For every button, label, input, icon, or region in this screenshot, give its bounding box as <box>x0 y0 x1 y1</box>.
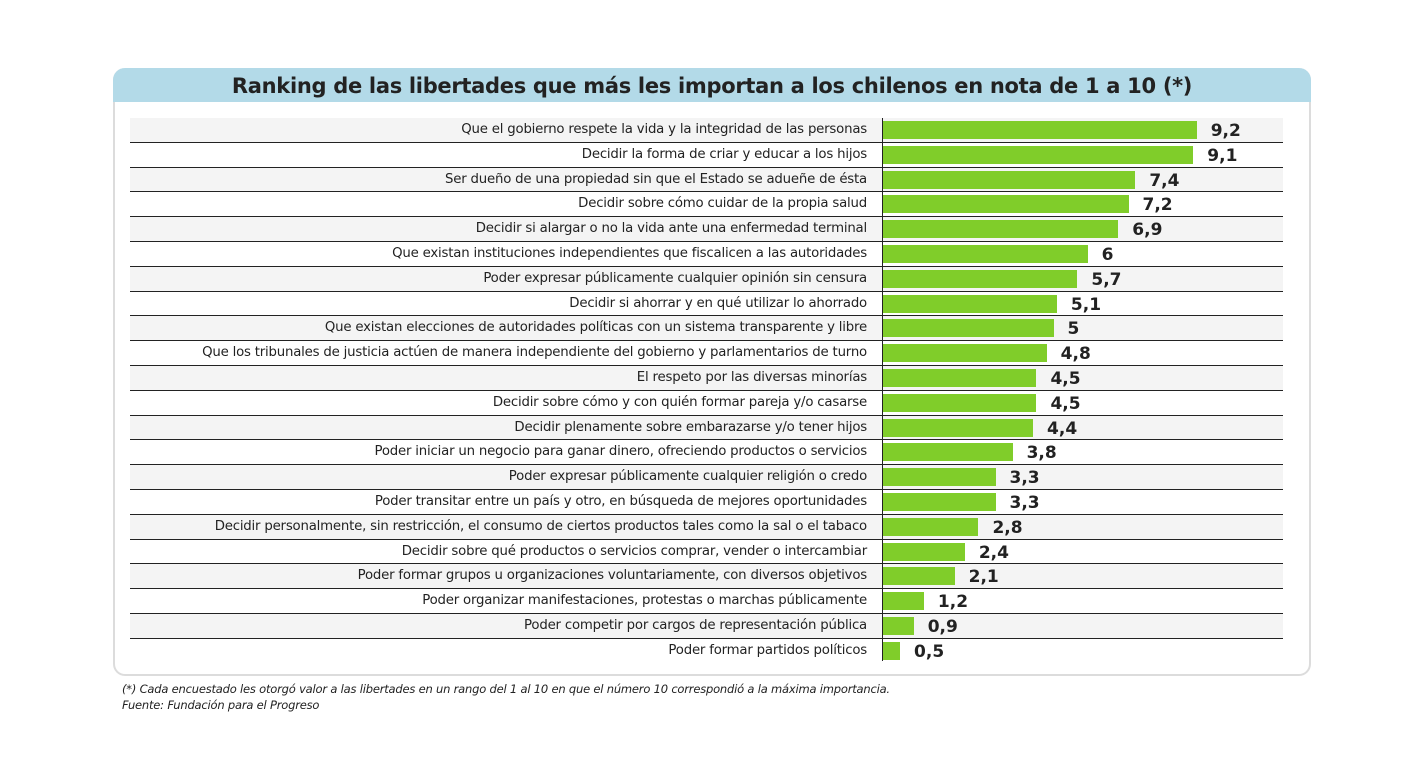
bar <box>883 443 1013 462</box>
category-label: Decidir si alargar o no la vida ante una… <box>475 221 867 237</box>
chart-row: Decidir si ahorrar y en qué utilizar lo … <box>130 292 1283 317</box>
category-label: Poder transitar entre un país y otro, en… <box>374 493 867 509</box>
bar <box>883 269 1078 288</box>
bar <box>883 492 996 511</box>
value-label: 6 <box>1101 244 1114 265</box>
value-label: 2,4 <box>978 542 1009 563</box>
value-label: 3,8 <box>1026 443 1057 464</box>
value-label: 6,9 <box>1132 220 1163 241</box>
value-label: 9,1 <box>1207 145 1238 166</box>
chart-row: Que existan elecciones de autoridades po… <box>130 316 1283 342</box>
category-label: Decidir sobre cómo cuidar de la propia s… <box>578 196 867 212</box>
chart-row: Poder expresar públicamente cualquier re… <box>130 465 1283 490</box>
category-label: Que existan instituciones independientes… <box>392 245 867 261</box>
category-label: Poder iniciar un negocio para ganar dine… <box>374 444 868 460</box>
value-label: 5,7 <box>1091 269 1122 290</box>
category-label: Poder expresar públicamente cualquier re… <box>508 469 867 485</box>
bar <box>883 319 1054 338</box>
chart-row: Decidir plenamente sobre embarazarse y/o… <box>130 415 1283 441</box>
chart-row: Decidir sobre cómo y con quién formar pa… <box>130 391 1283 416</box>
value-label: 0,5 <box>914 641 945 662</box>
value-label: 4,5 <box>1050 393 1081 414</box>
category-label: Ser dueño de una propiedad sin que el Es… <box>445 171 867 187</box>
category-label: Poder competir por cargos de representac… <box>524 617 867 633</box>
value-label: 2,8 <box>992 517 1023 538</box>
value-label: 9,2 <box>1210 121 1241 141</box>
bar <box>883 121 1197 139</box>
bar <box>883 616 914 635</box>
category-label: Poder formar partidos políticos <box>668 642 867 658</box>
category-label: Poder organizar manifestaciones, protest… <box>422 593 867 609</box>
category-label: El respeto por las diversas minorías <box>636 369 867 385</box>
category-label: Decidir si ahorrar y en qué utilizar lo … <box>569 295 867 311</box>
chart-row: Poder formar partidos políticos 0,5 <box>130 639 1283 664</box>
chart-row: Poder competir por cargos de representac… <box>130 613 1283 639</box>
bar <box>883 641 901 660</box>
chart-row: Ser dueño de una propiedad sin que el Es… <box>130 167 1283 193</box>
bar <box>883 344 1047 363</box>
bar <box>883 592 924 611</box>
bar <box>883 418 1034 437</box>
category-label: Decidir personalmente, sin restricción, … <box>214 518 868 534</box>
chart-rows: Que el gobierno respete la vida y la int… <box>130 118 1283 664</box>
category-label: Decidir plenamente sobre embarazarse y/o… <box>514 419 867 435</box>
chart-row: El respeto por las diversas minorías 4,5 <box>130 365 1283 391</box>
chart-row: Poder expresar públicamente cualquier op… <box>130 266 1283 292</box>
chart-row: Que el gobierno respete la vida y la int… <box>130 118 1283 143</box>
chart-row: Poder transitar entre un país y otro, en… <box>130 490 1283 515</box>
value-label: 5,1 <box>1070 294 1102 315</box>
bar <box>883 567 955 586</box>
category-label: Que el gobierno respete la vida y la int… <box>461 122 867 137</box>
bar <box>883 393 1037 412</box>
value-label: 2,1 <box>968 567 999 588</box>
category-label: Poder formar grupos u organizaciones vol… <box>357 568 868 584</box>
chart-row: Poder formar grupos u organizaciones vol… <box>130 564 1283 590</box>
chart-row: Que existan instituciones independientes… <box>130 242 1283 267</box>
value-label: 0,9 <box>927 616 958 637</box>
category-label: Que los tribunales de justicia actúen de… <box>202 345 867 361</box>
bar <box>883 244 1088 263</box>
chart-header: Ranking de las libertades que más les im… <box>113 68 1311 102</box>
value-label: 5 <box>1067 319 1080 340</box>
chart-row: Decidir personalmente, sin restricción, … <box>130 514 1283 540</box>
bar <box>883 468 996 487</box>
chart-row: Decidir la forma de criar y educar a los… <box>130 143 1283 168</box>
chart-title: Ranking de las libertades que más les im… <box>231 74 1193 98</box>
chart-row: Poder organizar manifestaciones, protest… <box>130 589 1283 614</box>
category-label: Decidir sobre qué productos o servicios … <box>401 543 867 559</box>
footnote: (*) Cada encuestado les otorgó valor a l… <box>122 682 890 696</box>
category-label: Decidir la forma de criar y educar a los… <box>581 146 867 162</box>
source: Fuente: Fundación para el Progreso <box>122 698 320 712</box>
chart-row: Poder iniciar un negocio para ganar dine… <box>130 440 1283 466</box>
bar <box>883 517 979 536</box>
bar <box>883 542 965 561</box>
bar <box>883 170 1136 189</box>
chart-row: Decidir sobre qué productos o servicios … <box>130 540 1283 565</box>
value-label: 3,3 <box>1009 468 1040 489</box>
value-label: 4,8 <box>1060 344 1091 365</box>
y-axis-line <box>882 118 883 661</box>
bar <box>883 368 1037 387</box>
value-label: 1,2 <box>937 592 969 613</box>
chart-row: Decidir si alargar o no la vida ante una… <box>130 217 1283 242</box>
chart-row: Que los tribunales de justicia actúen de… <box>130 341 1283 366</box>
bar <box>883 294 1057 313</box>
category-label: Que existan elecciones de autoridades po… <box>324 320 867 336</box>
value-label: 7,2 <box>1142 195 1173 216</box>
value-label: 3,3 <box>1009 492 1040 513</box>
category-label: Poder expresar públicamente cualquier op… <box>483 270 867 286</box>
value-label: 4,4 <box>1047 418 1078 439</box>
chart-row: Decidir sobre cómo cuidar de la propia s… <box>130 192 1283 218</box>
bar <box>883 145 1194 164</box>
category-label: Decidir sobre cómo y con quién formar pa… <box>492 394 867 410</box>
bar <box>883 195 1129 214</box>
bar <box>883 220 1119 239</box>
value-label: 7,4 <box>1149 170 1180 191</box>
value-label: 4,5 <box>1050 368 1081 389</box>
